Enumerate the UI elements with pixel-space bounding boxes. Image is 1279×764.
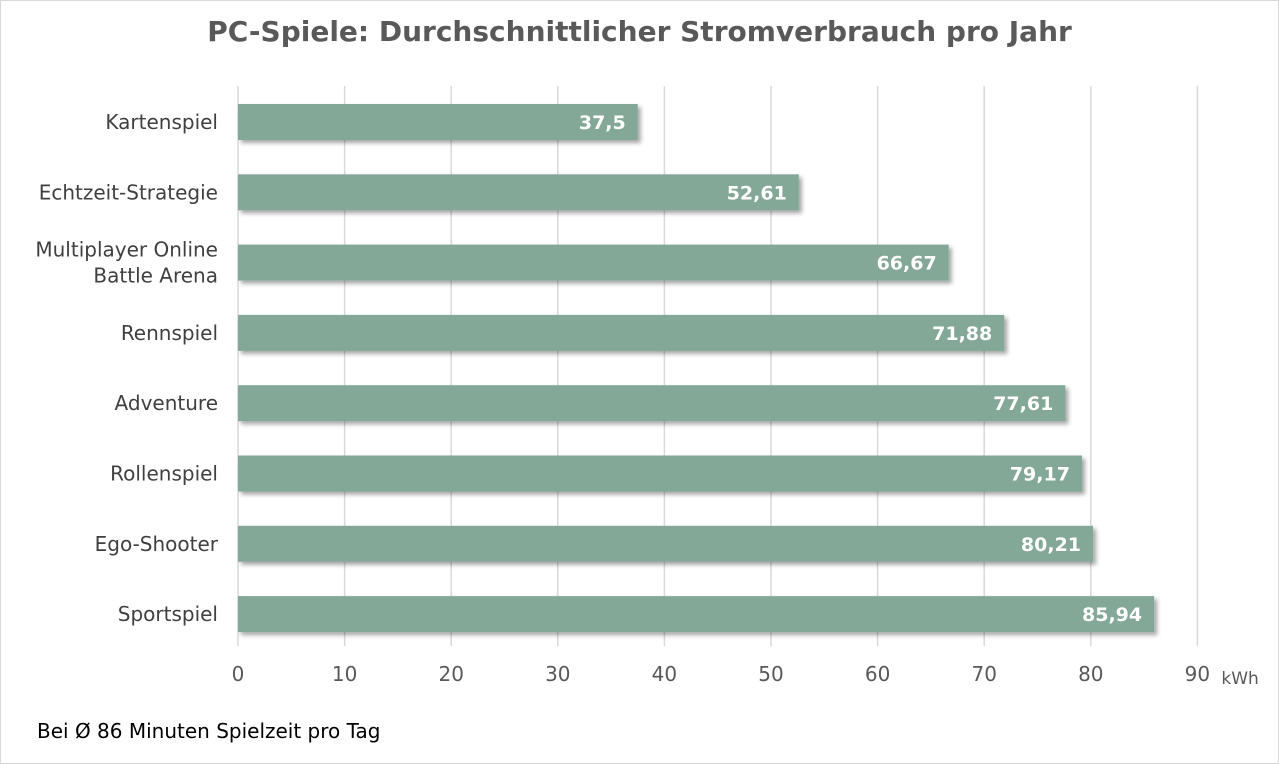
gridlines (237, 86, 1199, 646)
chart-title: PC-Spiele: Durchschnittlicher Stromverbr… (207, 15, 1072, 48)
bar (238, 525, 1094, 562)
bar (238, 596, 1155, 633)
x-tick-label: 10 (332, 662, 357, 686)
x-tick-label: 70 (971, 662, 996, 686)
x-tick-label: 60 (865, 662, 890, 686)
bar (238, 314, 1005, 351)
bar-value-label: 66,67 (877, 253, 937, 275)
bar-value-label: 85,94 (1082, 604, 1142, 626)
bar-value-label: 77,61 (993, 393, 1053, 415)
x-tick-label: 20 (438, 662, 463, 686)
category-label: Rennspiel (121, 321, 218, 345)
x-tick-label: 40 (652, 662, 677, 686)
bar-value-label: 52,61 (727, 182, 787, 204)
category-label: Ego-Shooter (95, 532, 219, 556)
category-label: Rollenspiel (110, 462, 218, 486)
category-label: Multiplayer Online Battle Arena (35, 238, 218, 288)
category-label: Sportspiel (118, 602, 218, 626)
bar-value-label: 37,5 (579, 112, 626, 134)
x-axis-unit: kWh (1221, 669, 1258, 689)
category-label: Kartenspiel (105, 110, 218, 134)
x-tick-label: 30 (545, 662, 570, 686)
footnote: Bei Ø 86 Minuten Spielzeit pro Tag (37, 719, 381, 743)
category-label: Echtzeit-Strategie (39, 180, 218, 204)
category-label: Adventure (115, 391, 218, 415)
x-tick-label: 90 (1185, 662, 1210, 686)
bars: 37,5 52,61 66,67 71,88 77,61 79,17 80,21 85,94 (238, 104, 1155, 633)
bar-value-label: 79,17 (1010, 464, 1070, 486)
bar (238, 244, 949, 281)
bar (238, 104, 638, 140)
bar (238, 455, 1082, 492)
bar-chart: 37,552,6166,6771,8877,6179,1780,2185,94 … (35, 86, 1259, 689)
x-tick-label: 0 (232, 662, 245, 686)
bar-value-label: 71,88 (932, 323, 992, 345)
bar (238, 385, 1066, 422)
bar-value-label: 80,21 (1021, 534, 1081, 556)
x-axis-ticks: 0 10 20 30 40 50 60 70 80 90 kWh (232, 662, 1259, 689)
category-labels: Kartenspiel Echtzeit-Strategie Multiplayer… (35, 110, 218, 626)
bar (238, 174, 799, 211)
x-tick-label: 50 (758, 662, 783, 686)
x-tick-label: 80 (1078, 662, 1103, 686)
